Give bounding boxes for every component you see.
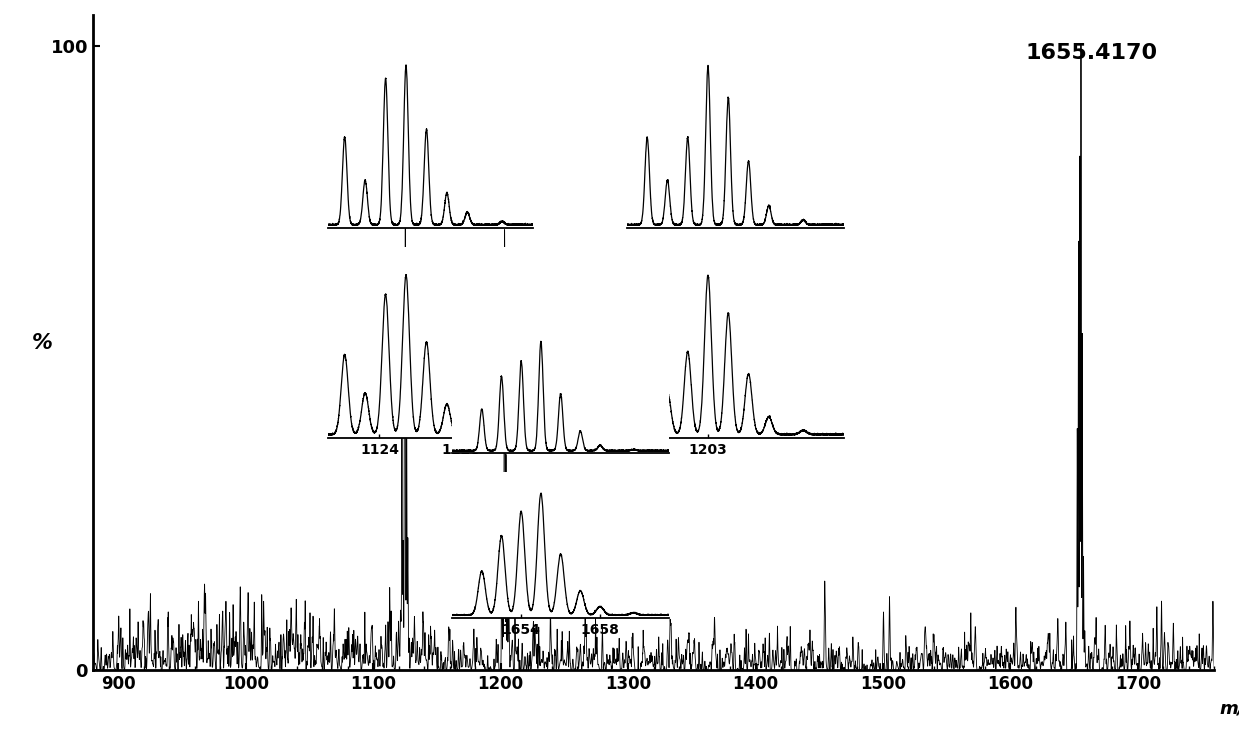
Text: 1655.4170: 1655.4170 bbox=[1026, 43, 1157, 63]
Text: 1203.1794: 1203.1794 bbox=[447, 399, 563, 419]
Text: 1125.1398: 1125.1398 bbox=[356, 200, 472, 219]
Text: %: % bbox=[32, 333, 53, 353]
Text: m/z: m/z bbox=[1220, 700, 1239, 718]
